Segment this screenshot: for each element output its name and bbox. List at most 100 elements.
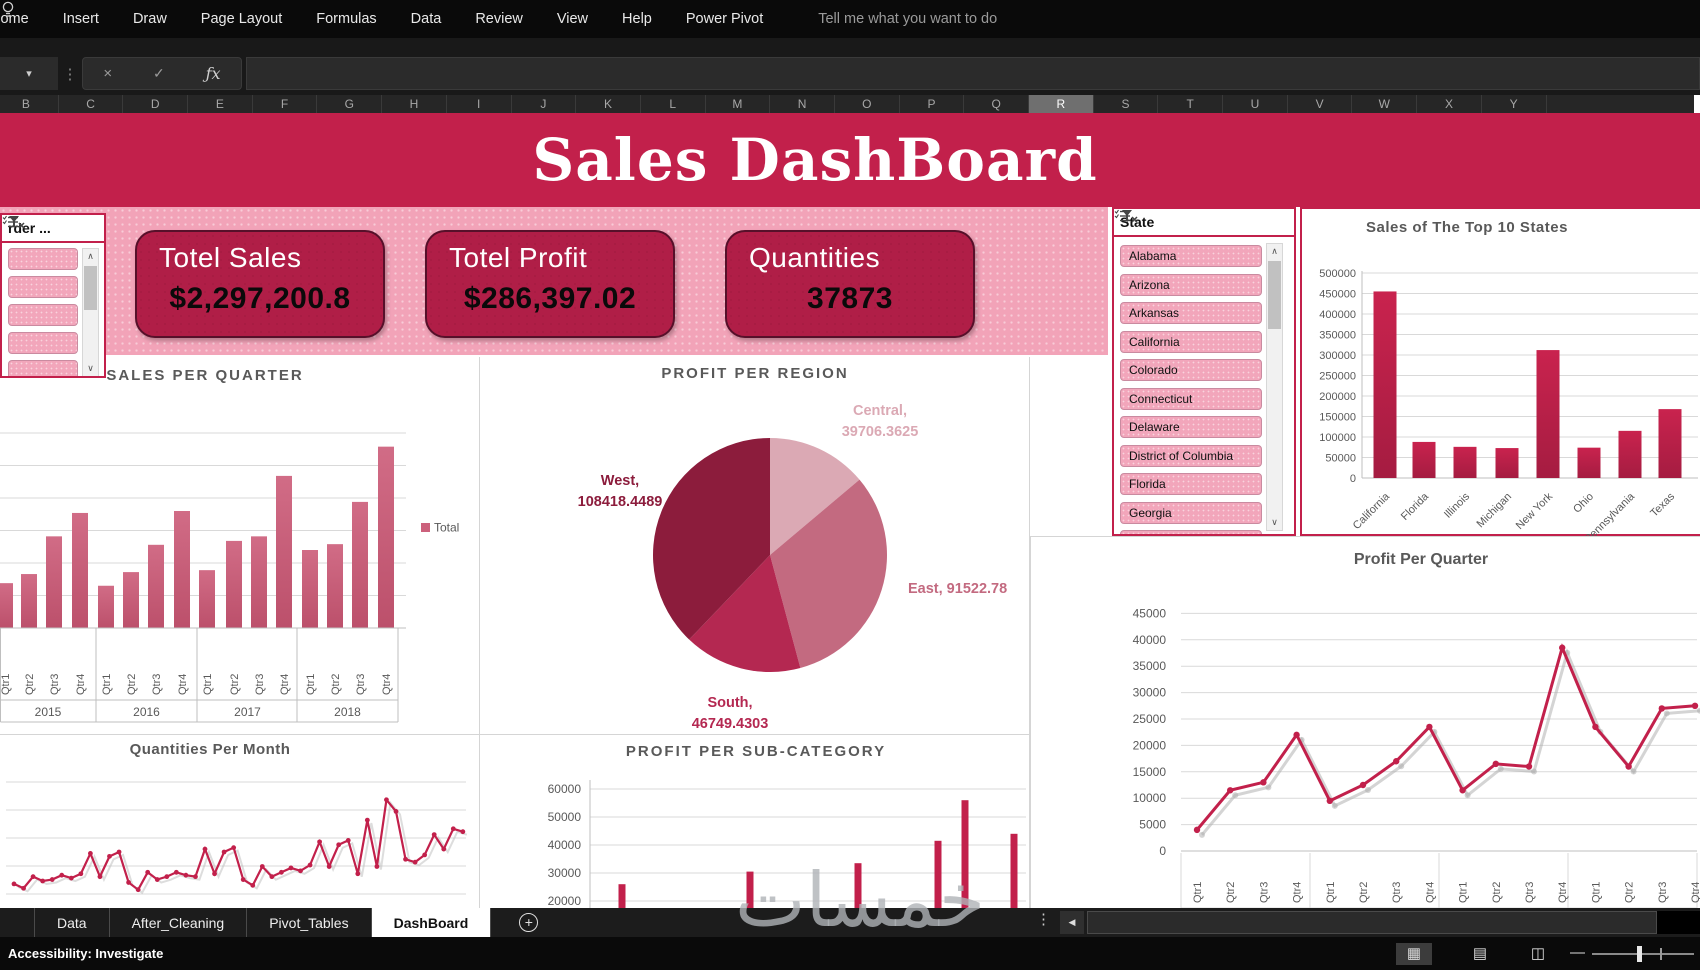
slicer-state[interactable]: State Alabama Arizona Arkansas California Co…: [1112, 207, 1296, 536]
data-point: [78, 871, 84, 877]
name-box[interactable]: ▾: [0, 57, 58, 90]
slicer-item[interactable]: [1120, 530, 1262, 534]
slicer-item[interactable]: [8, 248, 78, 270]
slicer-item[interactable]: [8, 276, 78, 298]
insert-function-icon[interactable]: ƒx: [205, 64, 221, 83]
slicer-item[interactable]: [8, 304, 78, 326]
slicer-item-district-of-columbia[interactable]: District of Columbia: [1120, 444, 1262, 467]
chart-profit-per-region[interactable]: PROFIT PER REGION Central, 39706.3625 Wes…: [480, 357, 1030, 735]
sheet-tab-data[interactable]: Data: [34, 908, 110, 937]
column-header-R[interactable]: R: [1029, 95, 1094, 113]
scrollbar-thumb[interactable]: [1268, 261, 1281, 329]
bar-2018-Qtr1: [302, 550, 318, 628]
column-header-X[interactable]: X: [1417, 95, 1482, 113]
zoom-out-icon[interactable]: —: [1570, 944, 1585, 961]
column-header-T[interactable]: T: [1158, 95, 1224, 113]
horizontal-scrollbar[interactable]: [1087, 911, 1657, 934]
slicer-item-delaware[interactable]: Delaware: [1120, 416, 1262, 438]
data-point: [460, 829, 466, 835]
scroll-down-icon[interactable]: ∨: [83, 361, 98, 376]
pie-slice-central[interactable]: [770, 438, 860, 555]
ribbon-tab-review[interactable]: Review: [475, 11, 523, 27]
slicer-item-arizona[interactable]: Arizona: [1120, 273, 1262, 296]
pie-slice-south[interactable]: [689, 555, 801, 672]
column-header-O[interactable]: O: [835, 95, 900, 113]
slicer-item-california[interactable]: California: [1120, 330, 1262, 353]
column-header-V[interactable]: V: [1288, 95, 1353, 113]
column-header-S[interactable]: S: [1094, 95, 1159, 113]
ribbon-tab-home[interactable]: Home: [0, 11, 29, 27]
page-layout-view-icon[interactable]: ▤: [1472, 945, 1488, 962]
column-header-D[interactable]: D: [123, 95, 189, 113]
chart-sales-top10-states[interactable]: Sales of The Top 10 States 0 50000 100000 1…: [1300, 207, 1700, 538]
page-break-view-icon[interactable]: ◫: [1530, 945, 1546, 962]
column-header-H[interactable]: H: [382, 95, 447, 113]
sheet-tab-dashboard[interactable]: DashBoard: [371, 908, 492, 937]
kpi-card-total-sales[interactable]: Totel Sales $2,297,200.8: [135, 230, 385, 338]
ribbon-tab-formulas[interactable]: Formulas: [316, 11, 377, 27]
tab-options-icon[interactable]: ⋮: [1036, 911, 1051, 928]
column-header-U[interactable]: U: [1223, 95, 1288, 113]
pie-slice-west[interactable]: [653, 438, 770, 640]
zoom-slider-thumb[interactable]: [1637, 946, 1642, 962]
column-header-M[interactable]: M: [706, 95, 771, 113]
slicer-item-arkansas[interactable]: Arkansas: [1120, 302, 1262, 324]
slicer-item-colorado[interactable]: Colorado: [1120, 359, 1262, 381]
ribbon-tab-help[interactable]: Help: [622, 11, 652, 27]
scroll-up-icon[interactable]: ∧: [1267, 244, 1282, 259]
slicer-item-connecticut[interactable]: Connecticut: [1120, 387, 1262, 410]
slicer-item[interactable]: [8, 332, 78, 354]
column-header-Y[interactable]: Y: [1482, 95, 1547, 113]
column-header-B[interactable]: B: [0, 95, 59, 113]
pie-slice-east[interactable]: [770, 479, 887, 668]
column-header-J[interactable]: J: [512, 95, 577, 113]
column-header-W[interactable]: W: [1352, 95, 1418, 113]
ribbon-tab-data[interactable]: Data: [410, 11, 442, 27]
column-header-F[interactable]: F: [253, 95, 318, 113]
kpi-card-total-profit[interactable]: Totel Profit $286,397.02: [425, 230, 675, 338]
ribbon-tab-page-layout[interactable]: Page Layout: [200, 11, 283, 27]
column-header-K[interactable]: K: [576, 95, 641, 113]
ribbon-tab-power-pivot[interactable]: Power Pivot: [685, 11, 764, 27]
cancel-icon[interactable]: ×: [103, 65, 113, 82]
ribbon-tab-draw[interactable]: Draw: [132, 11, 167, 27]
clear-filter-icon[interactable]: [1120, 209, 1138, 224]
sheet-tab-after_cleaning[interactable]: After_Cleaning: [110, 908, 248, 937]
chart-profit-per-quarter[interactable]: Profit Per Quarter 0 5000 10000 15000 20000 2…: [1030, 536, 1700, 909]
new-sheet-button[interactable]: +: [519, 913, 539, 932]
zoom-slider-track[interactable]: [1592, 953, 1694, 955]
ribbon-tab-insert[interactable]: Insert: [62, 11, 99, 27]
clear-filter-icon[interactable]: [7, 215, 25, 230]
kpi-card-quantities[interactable]: Quantities 37873: [725, 230, 975, 338]
chart-profit-per-subcategory[interactable]: PROFIT PER SUB-CATEGORY 20000 30000 40000 5…: [480, 735, 1030, 908]
normal-view-icon[interactable]: ▦: [1396, 943, 1432, 965]
column-header-I[interactable]: I: [447, 95, 512, 113]
formula-bar-handle[interactable]: ⋮: [62, 65, 78, 83]
slicer-order[interactable]: rder ... ∧ ∨: [0, 213, 106, 378]
sheet-tab-pivot_tables[interactable]: Pivot_Tables: [247, 908, 372, 937]
column-header-E[interactable]: E: [188, 95, 253, 113]
slicer-item[interactable]: [8, 360, 78, 376]
chart-quantities-per-month[interactable]: Quantities Per Month: [0, 735, 480, 908]
slicer-scrollbar[interactable]: ∧ ∨: [1266, 243, 1283, 531]
enter-check-icon[interactable]: ✓: [153, 65, 165, 81]
tell-me-box[interactable]: Tell me what you want to do: [2, 1, 997, 27]
column-header-P[interactable]: P: [900, 95, 965, 113]
scroll-up-icon[interactable]: ∧: [83, 249, 98, 264]
formula-input[interactable]: [246, 57, 1700, 90]
column-header-G[interactable]: G: [317, 95, 383, 113]
tab-scroll-left-icon[interactable]: ◀: [1060, 911, 1084, 934]
slicer-item-alabama[interactable]: Alabama: [1120, 245, 1262, 267]
slicer-item-georgia[interactable]: Georgia: [1120, 501, 1262, 524]
data-point: [326, 864, 332, 869]
scroll-down-icon[interactable]: ∨: [1267, 515, 1282, 530]
scrollbar-thumb[interactable]: [84, 266, 97, 310]
column-header-C[interactable]: C: [59, 95, 124, 113]
slicer-item-florida[interactable]: Florida: [1120, 473, 1262, 495]
column-header-Q[interactable]: Q: [964, 95, 1029, 113]
chart-sales-per-quarter[interactable]: SALES PER QUARTER Qtr1 Qtr2 Qtr3 Qtr4 Qtr1 Qt…: [0, 357, 480, 735]
column-header-N[interactable]: N: [770, 95, 835, 113]
column-header-L[interactable]: L: [641, 95, 706, 113]
ribbon-tab-view[interactable]: View: [556, 11, 589, 27]
slicer-scrollbar[interactable]: ∧ ∨: [82, 248, 99, 376]
